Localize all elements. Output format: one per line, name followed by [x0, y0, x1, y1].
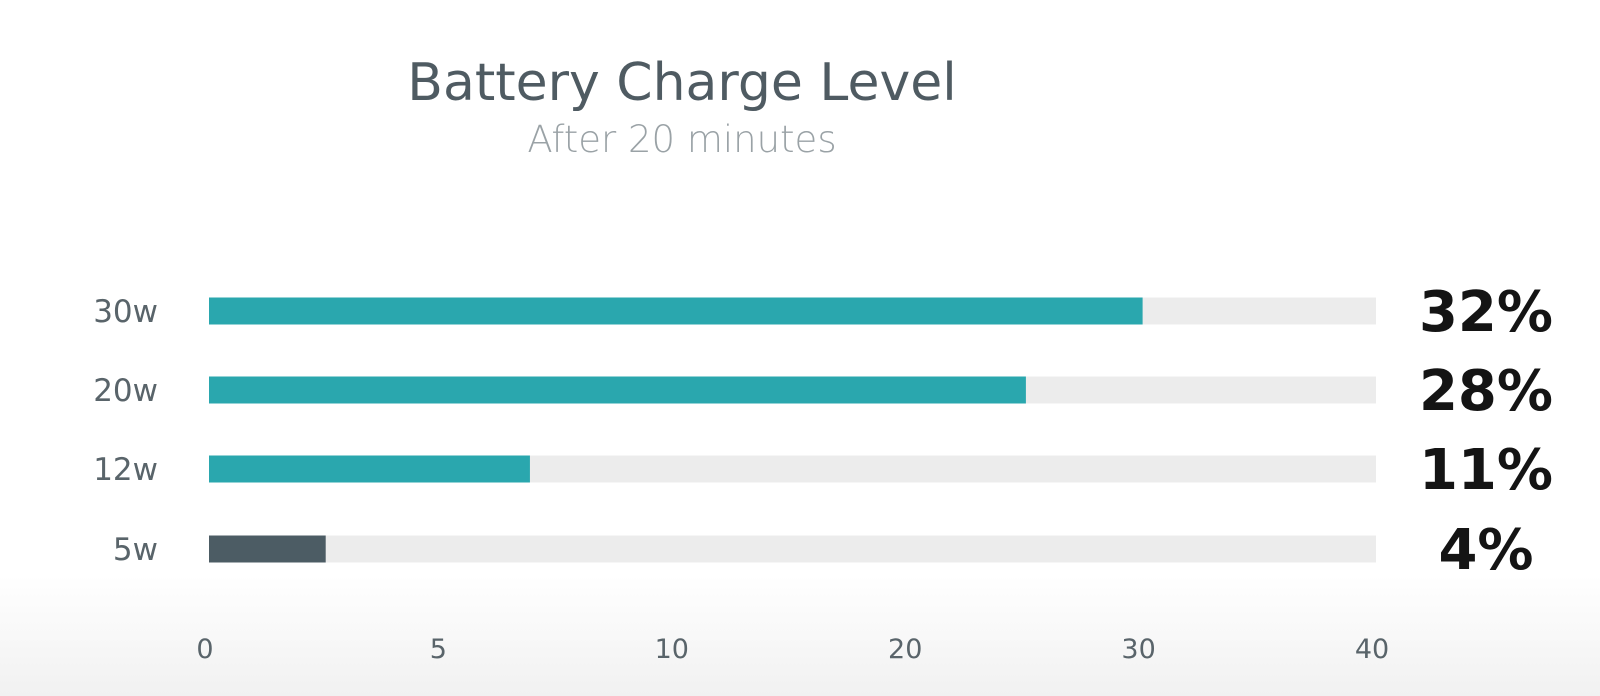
bar-tracks — [209, 297, 1376, 563]
bar — [209, 376, 1026, 404]
x-tick-label: 0 — [196, 634, 213, 665]
value-label: 11% — [1419, 438, 1553, 503]
value-label: 28% — [1419, 359, 1553, 424]
value-labels: 32% 28% 11% 4% — [1419, 280, 1553, 583]
category-labels: 30w 20w 12w 5w — [93, 294, 158, 568]
bar — [209, 455, 530, 483]
value-label: 4% — [1438, 518, 1533, 583]
category-label: 30w — [93, 294, 158, 330]
bar — [209, 535, 326, 563]
category-label: 12w — [93, 452, 158, 488]
chart-subtitle: After 20 minutes — [527, 118, 836, 161]
category-label: 5w — [113, 532, 158, 568]
x-tick-label: 10 — [655, 634, 689, 665]
value-label: 32% — [1419, 280, 1553, 345]
x-tick-label: 5 — [430, 634, 447, 665]
x-tick-label: 40 — [1355, 634, 1389, 665]
x-tick-label: 20 — [888, 634, 922, 665]
bars — [209, 297, 1143, 563]
chart-title: Battery Charge Level — [407, 53, 956, 113]
x-axis-ticks: 0 5 10 20 30 40 — [196, 634, 1389, 665]
x-tick-label: 30 — [1121, 634, 1155, 665]
category-label: 20w — [93, 373, 158, 409]
bar — [209, 297, 1143, 325]
bar-track — [209, 535, 1376, 563]
